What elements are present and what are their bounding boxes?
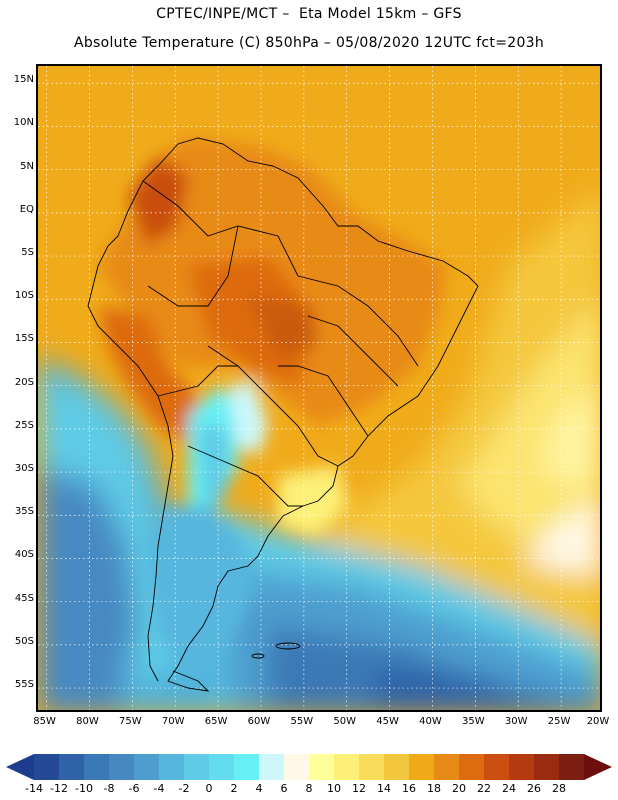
latitude-label: 35S: [14, 506, 34, 518]
colorbar-cell: [184, 754, 210, 780]
latitude-label: 25S: [14, 419, 34, 431]
longitude-label: 35W: [462, 716, 485, 727]
colorbar-tick-label: -12: [50, 782, 68, 795]
colorbar-cell: [209, 754, 235, 780]
colorbar-tick-label: -14: [25, 782, 43, 795]
latitude-label: 15N: [13, 74, 34, 86]
longitude-label: 70W: [161, 716, 185, 727]
latitude-label: 55S: [14, 679, 34, 691]
colorbar-cell: [434, 754, 460, 780]
colorbar-cell: [334, 754, 360, 780]
latitude-label: EQ: [19, 203, 34, 215]
colorbar-cell: [234, 754, 260, 780]
longitude-label: 25W: [547, 716, 571, 727]
colorbar-tick-label: -6: [128, 782, 140, 795]
colorbar-max-arrow: [584, 754, 612, 780]
latitude-label: 45S: [14, 592, 34, 604]
colorbar-cell: [84, 754, 110, 780]
latitude-label: 5S: [21, 247, 34, 259]
longitude-label: 65W: [204, 716, 228, 727]
colorbar-tick-label: -4: [153, 782, 165, 795]
colorbar-cell: [359, 754, 385, 780]
colorbar-cell: [259, 754, 285, 780]
colorbar-cell: [309, 754, 335, 780]
latitude-label: 15S: [14, 333, 34, 345]
colorbar-tick-label: 8: [305, 782, 313, 795]
colorbar-cell: [284, 754, 310, 780]
latitude-label: 20S: [14, 376, 34, 388]
latitude-label: 50S: [14, 635, 34, 647]
colorbar-tick-label: 4: [255, 782, 263, 795]
longitude-label: 20W: [586, 716, 610, 727]
longitude-label: 40W: [419, 716, 442, 727]
colorbar: [6, 754, 612, 780]
colorbar-cells: [34, 754, 585, 780]
colorbar-tick-label: 0: [205, 782, 213, 795]
colorbar-min-arrow: [6, 754, 34, 780]
latitude-label: 10N: [13, 117, 34, 129]
colorbar-tick-label: 22: [477, 782, 491, 795]
longitude-label: 85W: [33, 716, 56, 727]
colorbar-cell: [59, 754, 85, 780]
latitude-label: 30S: [14, 463, 34, 475]
longitude-label: 75W: [119, 716, 142, 727]
colorbar-tick-label: 24: [502, 782, 516, 795]
longitude-label: 80W: [76, 716, 99, 727]
colorbar-tick-label: 26: [527, 782, 541, 795]
colorbar-tick-label: 10: [327, 782, 341, 795]
colorbar-cell: [384, 754, 410, 780]
colorbar-cell: [409, 754, 435, 780]
colorbar-tick-label: 16: [402, 782, 416, 795]
longitude-label: 30W: [504, 716, 528, 727]
colorbar-tick-label: -10: [75, 782, 93, 795]
colorbar-tick-label: 20: [452, 782, 466, 795]
latitude-label: 10S: [14, 290, 34, 302]
map-title-line-2: Absolute Temperature (C) 850hPa – 05/08/…: [73, 35, 545, 51]
colorbar-tick-label: 6: [280, 782, 288, 795]
colorbar-tick-label: 12: [352, 782, 366, 795]
continent-shading: [98, 136, 448, 686]
colorbar-tick-label: 28: [552, 782, 566, 795]
colorbar-tick-label: 14: [377, 782, 391, 795]
colorbar-tick-label: -8: [103, 782, 115, 795]
longitude-label: 45W: [376, 716, 399, 727]
latitude-label: 40S: [14, 549, 34, 561]
colorbar-cell: [534, 754, 560, 780]
colorbar-cell: [159, 754, 185, 780]
longitude-label: 60W: [247, 716, 271, 727]
coastlines: [87, 137, 479, 692]
colorbar-cell: [509, 754, 535, 780]
colorbar-cell: [134, 754, 160, 780]
graticule: [38, 66, 600, 710]
colorbar-tick-label: 2: [230, 782, 238, 795]
colorbar-cell: [109, 754, 135, 780]
latitude-label: 5N: [20, 160, 34, 172]
colorbar-cell: [459, 754, 485, 780]
temperature-map: [36, 64, 602, 712]
colorbar-cell: [559, 754, 585, 780]
longitude-label: 50W: [333, 716, 357, 727]
colorbar-cell: [484, 754, 510, 780]
colorbar-tick-label: -2: [178, 782, 190, 795]
longitude-label: 55W: [290, 716, 314, 727]
map-canvas: [38, 66, 600, 710]
colorbar-cell: [34, 754, 60, 780]
colorbar-tick-label: 18: [427, 782, 441, 795]
map-title-line-1: CPTEC/INPE/MCT – Eta Model 15km – GFS: [156, 6, 462, 22]
